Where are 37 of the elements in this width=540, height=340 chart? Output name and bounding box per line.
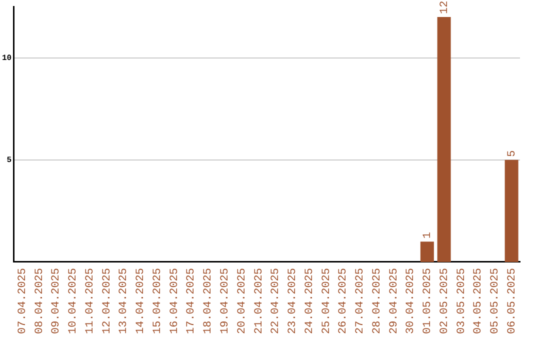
x-tick-label: 17.04.2025 — [186, 268, 198, 334]
x-tick-label: 27.04.2025 — [354, 268, 367, 334]
x-tick-label: 01.05.2025 — [422, 268, 434, 334]
x-tick-label: 07.04.2025 — [16, 268, 29, 334]
x-tick-label: 14.04.2025 — [135, 268, 148, 334]
x-tick-label: 15.04.2025 — [152, 268, 164, 334]
x-tick-label: 03.05.2025 — [456, 268, 468, 334]
data-label: 1 — [422, 232, 434, 239]
y-tick-label: 10 — [2, 54, 12, 63]
x-tick-label: 09.04.2025 — [50, 268, 63, 334]
bar — [437, 17, 451, 262]
bar — [504, 160, 518, 262]
x-tick-label: 12.04.2025 — [101, 268, 114, 334]
x-tick-label: 05.05.2025 — [490, 268, 502, 334]
x-tick-label: 13.04.2025 — [118, 268, 130, 334]
x-tick-label: 19.04.2025 — [220, 268, 232, 334]
x-tick-label: 04.05.2025 — [472, 268, 485, 334]
x-tick-label: 23.04.2025 — [287, 268, 300, 334]
x-tick-label: 20.04.2025 — [236, 268, 248, 334]
x-tick-label: 10.04.2025 — [68, 268, 80, 334]
x-tick-label: 06.05.2025 — [506, 268, 518, 334]
x-tick-label: 30.04.2025 — [405, 268, 418, 334]
x-tick-label: 25.04.2025 — [320, 268, 333, 334]
x-tick-label: 24.04.2025 — [304, 268, 316, 334]
x-tick-label: 16.04.2025 — [168, 268, 181, 334]
x-tick-label: 02.05.2025 — [438, 268, 451, 334]
x-tick-label: 18.04.2025 — [202, 268, 215, 334]
data-label: 12 — [438, 0, 451, 14]
x-tick-label: 29.04.2025 — [388, 268, 400, 334]
x-tick-label: 21.04.2025 — [253, 268, 266, 334]
x-tick-label: 26.04.2025 — [338, 268, 350, 334]
x-tick-label: 28.04.2025 — [371, 268, 384, 334]
data-label: 5 — [506, 150, 518, 157]
x-tick-label: 22.04.2025 — [270, 268, 282, 334]
x-tick-label: 11.04.2025 — [84, 268, 96, 334]
x-tick-label: 08.04.2025 — [34, 268, 46, 334]
bar — [420, 242, 434, 262]
